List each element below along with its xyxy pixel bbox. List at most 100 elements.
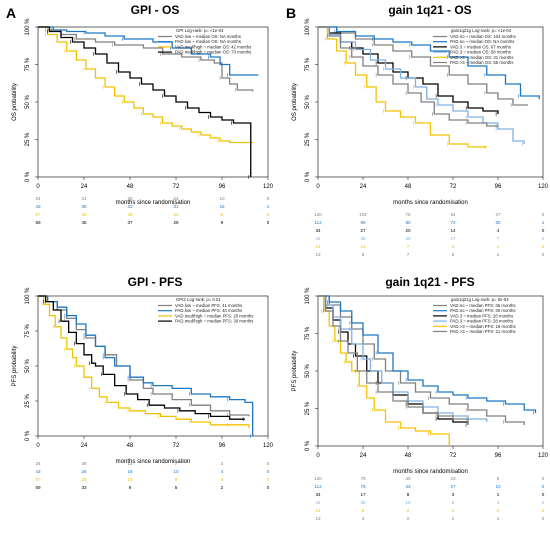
y-tick-label: 25 % — [305, 132, 311, 146]
at-risk-count: 40 — [405, 476, 411, 481]
at-risk-count: 112 — [314, 220, 322, 225]
at-risk-count: 16 — [219, 204, 225, 209]
x-tick-label: 24 — [81, 443, 88, 449]
at-risk-count: 112 — [314, 484, 322, 489]
at-risk-count: 6 — [452, 252, 455, 257]
x-tick-label: 0 — [316, 453, 320, 459]
legend-entry: PAD.med/high ~ median PFS: 30 months — [175, 319, 253, 324]
km-curve-5 — [318, 295, 450, 446]
at-risk-count: 8 — [362, 508, 365, 513]
x-tick-label: 72 — [173, 443, 180, 449]
x-tick-label: 0 — [36, 443, 40, 449]
at-risk-count: 0 — [267, 212, 270, 217]
legend-entry: VAD.no ~ median OS: 104 months — [450, 34, 516, 39]
km-curve-2 — [38, 295, 254, 436]
at-risk-count: 21 — [315, 508, 321, 513]
chart-1: GPI - OS 0 % 25 % 50 % 75 % 100 % OS probabili… — [12, 3, 274, 225]
at-risk-count: 13 — [315, 252, 321, 257]
at-risk-count: 43 — [35, 204, 41, 209]
at-risk-count: 0 — [542, 212, 545, 217]
at-risk-count: 4 — [452, 244, 455, 249]
at-risk-count: 27 — [495, 212, 501, 217]
at-risk-count: 7 — [407, 244, 410, 249]
panel-letter-a: A — [6, 5, 16, 21]
y-tick-label: 75 % — [25, 57, 31, 71]
km-curve-6 — [318, 26, 498, 127]
at-risk-count: 44 — [315, 500, 321, 505]
y-tick-label: 75 % — [25, 324, 31, 338]
x-tick-label: 48 — [127, 184, 134, 190]
y-tick-label: 100 % — [305, 18, 311, 36]
at-risk-count: 30 — [405, 236, 411, 241]
at-risk-count: 76 — [360, 484, 366, 489]
at-risk-count: 27 — [360, 228, 366, 233]
x-tick-label: 96 — [495, 453, 502, 459]
x-tick-label: 24 — [81, 184, 88, 190]
legend-entry: PAD.no ~ median OS: NA months — [450, 39, 514, 44]
at-risk-count: 76 — [360, 476, 366, 481]
legend-entry: PAD.3 ~ median PFS: 28 months — [450, 319, 513, 324]
at-risk-count: 6 — [452, 500, 455, 505]
at-risk-count: 26 — [81, 477, 87, 482]
at-risk-count: 33 — [81, 485, 87, 490]
at-risk-count: 31 — [81, 196, 87, 201]
x-tick-label: 96 — [219, 443, 226, 449]
at-risk-count: 1 — [497, 516, 500, 521]
y-tick-label: 0 % — [25, 171, 31, 182]
km-curve-1 — [38, 26, 254, 92]
at-risk-count: 28 — [127, 196, 133, 201]
at-risk-count: 16 — [127, 477, 133, 482]
legend-entry: VAD.low ~ median PFS: 41 months — [175, 303, 242, 308]
legend-entry: VAD.3 ~ median PFS: 26 months — [450, 313, 513, 318]
at-risk-count: 44 — [315, 236, 321, 241]
at-risk-count: 8 — [362, 252, 365, 257]
x-tick-label: 24 — [360, 453, 367, 459]
y-tick-label: 25 % — [25, 394, 31, 408]
legend-entry: PAD.low ~ median OS: NA months — [175, 39, 241, 44]
at-risk-count: 96 — [360, 220, 366, 225]
at-risk-count: 3 — [221, 477, 224, 482]
km-curve-1 — [318, 26, 528, 106]
x-tick-label: 72 — [173, 184, 180, 190]
x-tick-label: 48 — [405, 184, 412, 190]
at-risk-count: 2 — [407, 508, 410, 513]
at-risk-count: 2 — [221, 485, 224, 490]
at-risk-count: 2 — [407, 516, 410, 521]
km-curve-2 — [318, 295, 537, 413]
at-risk-count: 0 — [542, 500, 545, 505]
at-risk-count: 26 — [173, 220, 179, 225]
x-axis-label: months since randomisation — [116, 459, 191, 465]
chart-title: gain 1q21 - PFS — [385, 275, 474, 289]
x-axis-label: months since randomisation — [393, 469, 468, 475]
y-tick-label: 75 % — [305, 326, 311, 340]
at-risk-count: 7 — [497, 236, 500, 241]
at-risk-count: 31 — [173, 204, 179, 209]
legend-header: GPI Log-rank: p= <1e-04 — [176, 28, 224, 33]
km-curve-2 — [38, 26, 259, 76]
x-tick-label: 120 — [538, 453, 549, 459]
at-risk-count: 120 — [314, 212, 322, 217]
at-risk-count: 8 — [407, 492, 410, 497]
at-risk-count: 35 — [360, 236, 366, 241]
at-risk-count: 5 — [175, 485, 178, 490]
at-risk-count: 37 — [127, 220, 133, 225]
at-risk-count: 57 — [35, 212, 41, 217]
legend-entry: VAD.>3 ~ median OS: 31 months — [450, 55, 513, 60]
y-tick-label: 50 % — [305, 95, 311, 109]
x-tick-label: 48 — [127, 443, 134, 449]
at-risk-count: 25 — [360, 500, 366, 505]
km-curve-4 — [318, 295, 488, 422]
at-risk-count: 12 — [360, 244, 366, 249]
at-risk-count: 46 — [81, 212, 87, 217]
at-risk-count: 10 — [173, 469, 179, 474]
at-risk-count: 28 — [81, 461, 87, 466]
at-risk-count: 0 — [542, 236, 545, 241]
at-risk-count: 8 — [175, 477, 178, 482]
km-curve-5 — [318, 26, 487, 148]
at-risk-count: 45 — [81, 220, 87, 225]
at-risk-count: 30 — [127, 212, 133, 217]
at-risk-count: 20 — [405, 228, 411, 233]
charts-group: GPI - OS0 %25 %50 %75 %100 %OS probabili… — [12, 3, 549, 521]
at-risk-count: 102 — [359, 212, 367, 217]
legend-header: GPI2 Log-rank: p= 0.01 — [176, 297, 221, 302]
